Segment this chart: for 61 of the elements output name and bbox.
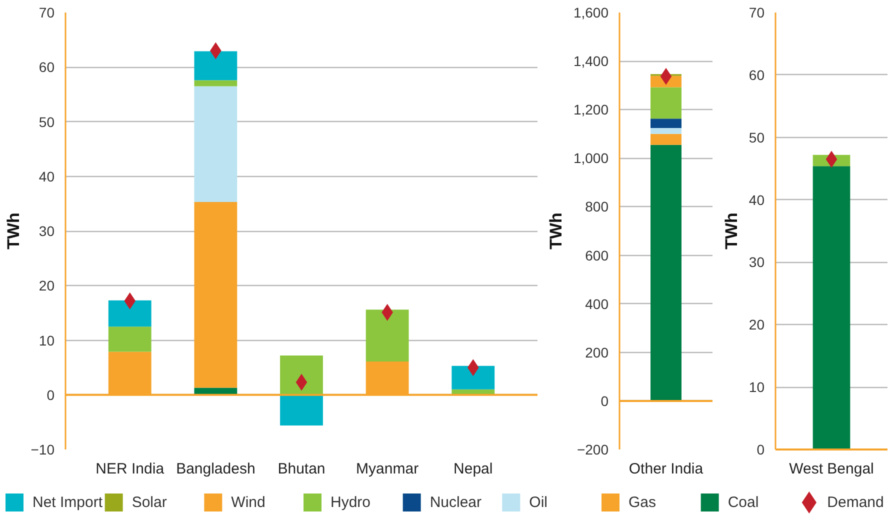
x-tick-label: Nepal — [454, 460, 493, 478]
bar — [194, 51, 238, 80]
bar — [194, 202, 238, 388]
y-tick-label: 20 — [38, 278, 55, 294]
legend-label: Gas — [628, 494, 656, 511]
y-tick-label: 40 — [748, 192, 765, 208]
legend-label: Solar — [132, 494, 167, 511]
bar — [108, 326, 152, 352]
y-tick-label: 20 — [748, 316, 765, 333]
bar — [366, 310, 409, 362]
legend-label: Demand — [827, 494, 884, 511]
x-tick-label: Bhutan — [278, 460, 326, 478]
bar — [650, 118, 682, 128]
y-axis-title: TWh — [722, 212, 741, 250]
bar — [452, 366, 495, 390]
y-tick-label: 800 — [585, 198, 609, 215]
y-tick-label: −200 — [576, 442, 609, 458]
bar — [650, 134, 682, 145]
legend-label: Coal — [728, 494, 759, 511]
legend-label: Nuclear — [430, 494, 482, 511]
y-tick-label: 40 — [38, 168, 55, 184]
y-tick-label: 1,600 — [573, 4, 609, 20]
y-tick-label: 1,400 — [573, 53, 609, 70]
bar — [650, 144, 682, 401]
x-tick-label: West Bengal — [789, 460, 874, 478]
legend-label: Hydro — [330, 494, 371, 511]
bar — [280, 356, 323, 395]
y-tick-label: 50 — [748, 129, 765, 146]
bar — [194, 86, 238, 202]
y-tick-label: −10 — [30, 442, 55, 458]
x-tick-label: NER India — [96, 460, 165, 478]
y-tick-label: 30 — [38, 223, 55, 239]
y-tick-label: 1,200 — [573, 102, 609, 118]
bar — [650, 128, 682, 134]
x-tick-label: Other India — [628, 460, 704, 478]
y-tick-label: 60 — [38, 59, 55, 76]
y-tick-label: 10 — [748, 379, 765, 396]
y-tick-label: 10 — [38, 332, 55, 348]
y-axis-title: TWh — [546, 212, 566, 250]
bar — [108, 300, 152, 327]
legend-label: Net Import — [32, 494, 104, 511]
y-tick-label: 70 — [38, 4, 55, 20]
bar — [194, 80, 238, 86]
bar — [650, 87, 682, 119]
y-tick-label: 0 — [46, 386, 55, 403]
y-tick-label: 30 — [748, 254, 765, 270]
x-tick-label: Bangladesh — [176, 460, 256, 478]
y-tick-label: 400 — [585, 296, 609, 312]
y-tick-label: 0 — [600, 392, 609, 409]
y-tick-label: 0 — [756, 442, 765, 458]
y-tick-label: 600 — [585, 247, 609, 264]
x-tick-label: Myanmar — [356, 460, 419, 478]
y-tick-label: 1,000 — [573, 150, 609, 166]
legend-label: Wind — [231, 494, 266, 511]
y-tick-label: 50 — [38, 114, 55, 130]
bar — [280, 394, 323, 426]
legend-label: Oil — [529, 494, 548, 511]
y-tick-label: 70 — [748, 4, 765, 20]
y-tick-label: 60 — [748, 66, 765, 83]
y-axis-title: TWh — [4, 212, 23, 250]
y-tick-label: 200 — [585, 344, 609, 360]
